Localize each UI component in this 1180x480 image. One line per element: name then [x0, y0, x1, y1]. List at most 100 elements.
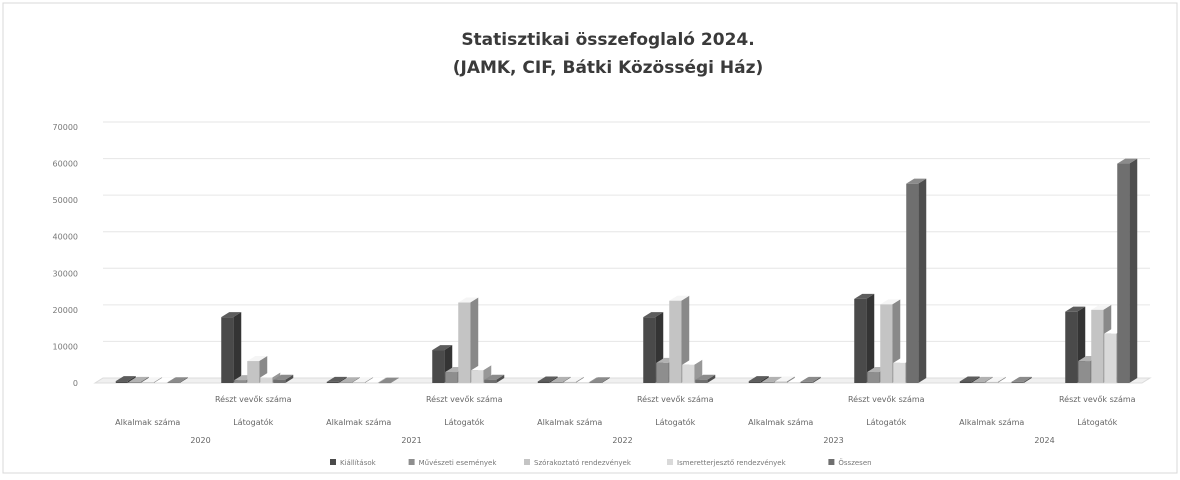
bar-top: [273, 374, 294, 380]
bar-top: [563, 376, 584, 382]
x-group-label: 2022: [612, 436, 632, 445]
bar-side: [390, 377, 399, 383]
x-subcategory-label: Részt vevők száma: [215, 394, 292, 404]
bar: [867, 372, 880, 383]
bar-top: [959, 376, 980, 382]
bar-side: [1129, 158, 1138, 383]
bar: [1011, 381, 1024, 383]
bar: [550, 381, 563, 383]
bar-top: [1091, 304, 1112, 310]
bar-top: [339, 377, 360, 383]
bar: [273, 379, 286, 383]
legend-swatch: [828, 459, 835, 465]
bar: [787, 382, 800, 383]
bar-top: [365, 377, 386, 383]
y-tick-label: 60000: [53, 160, 78, 169]
legend-swatch: [524, 459, 530, 465]
bar-top: [167, 377, 188, 383]
bar: [1091, 309, 1104, 383]
bar: [563, 381, 576, 383]
bar: [695, 379, 708, 383]
bar-side: [601, 377, 610, 383]
bar-top: [1065, 306, 1086, 312]
bar-side: [1023, 376, 1032, 383]
chart-subtitle: (JAMK, CIF, Bátki Közösségi Ház): [453, 58, 764, 78]
bar-side: [997, 376, 1006, 383]
bar-top: [787, 377, 808, 383]
bar-side: [496, 374, 505, 383]
x-subcategory-label: Alkalmak száma: [537, 418, 602, 427]
bar-top: [576, 377, 597, 383]
bar: [985, 381, 998, 383]
bar: [154, 382, 167, 384]
x-group-label: 2023: [823, 436, 843, 445]
bar: [471, 370, 484, 383]
bar-top: [115, 376, 136, 382]
x-subcategory-label: Alkalmak száma: [326, 418, 391, 427]
bar-top: [326, 376, 347, 382]
bar-top: [880, 299, 901, 305]
bar-top: [128, 376, 149, 382]
y-tick-label: 30000: [53, 269, 78, 278]
x-subcategory-label: Részt vevők száma: [637, 394, 714, 404]
legend-swatch: [408, 459, 415, 465]
y-tick-label: 50000: [53, 196, 78, 205]
bar: [669, 300, 682, 383]
legend-swatch: [667, 459, 673, 465]
x-subcategory-label: Látogatók: [866, 417, 906, 427]
bar-side: [153, 377, 162, 383]
bar: [998, 382, 1011, 383]
bar: [880, 304, 893, 383]
bar-top: [682, 359, 703, 365]
bar: [589, 382, 602, 383]
x-group-label: 2020: [190, 436, 210, 445]
bar: [167, 382, 180, 383]
bar-top: [998, 377, 1019, 383]
x-group-label: 2024: [1034, 436, 1054, 445]
legend-label: Kiállítások: [340, 459, 377, 467]
bar-side: [470, 297, 479, 383]
bar-top: [695, 374, 716, 380]
bar-top: [774, 376, 795, 382]
bar: [748, 381, 761, 383]
bar-top: [352, 377, 373, 383]
bar: [537, 381, 550, 383]
bar: [260, 377, 273, 383]
legend-label: Ismeretterjesztő rendezvények: [677, 458, 787, 467]
bar: [761, 381, 774, 383]
bar-top: [141, 377, 162, 383]
legend-label: Összesen: [838, 458, 871, 467]
bar: [959, 381, 972, 383]
y-tick-label: 0: [73, 379, 78, 388]
bar-side: [233, 312, 242, 383]
bar: [656, 362, 669, 383]
y-tick-label: 20000: [53, 306, 78, 315]
bar-top: [972, 376, 993, 382]
bar-top: [1117, 158, 1138, 164]
bar: [378, 382, 391, 384]
bar: [484, 379, 497, 383]
bar-top: [154, 377, 175, 383]
bar-side: [681, 295, 690, 383]
y-tick-label: 40000: [53, 233, 78, 242]
bar-side: [575, 376, 584, 383]
bar-top: [378, 377, 399, 383]
bar-top: [906, 178, 927, 184]
bar-side: [707, 374, 716, 383]
bar: [906, 183, 919, 383]
legend: Kiállítások Művészeti események Szórakozta…: [330, 458, 872, 467]
bar: [1078, 361, 1091, 383]
bar-top: [484, 374, 505, 380]
x-axis: Alkalmak száma Részt vevők száma Látogatók…: [115, 394, 1135, 445]
bar: [234, 380, 247, 383]
bar: [1065, 311, 1078, 383]
bar: [247, 361, 260, 383]
bar-top: [550, 376, 571, 382]
bar: [854, 298, 867, 383]
bar-side: [338, 376, 347, 383]
bars: [115, 158, 1138, 384]
bar: [115, 381, 128, 383]
bar-side: [812, 376, 821, 383]
bar: [643, 317, 656, 383]
